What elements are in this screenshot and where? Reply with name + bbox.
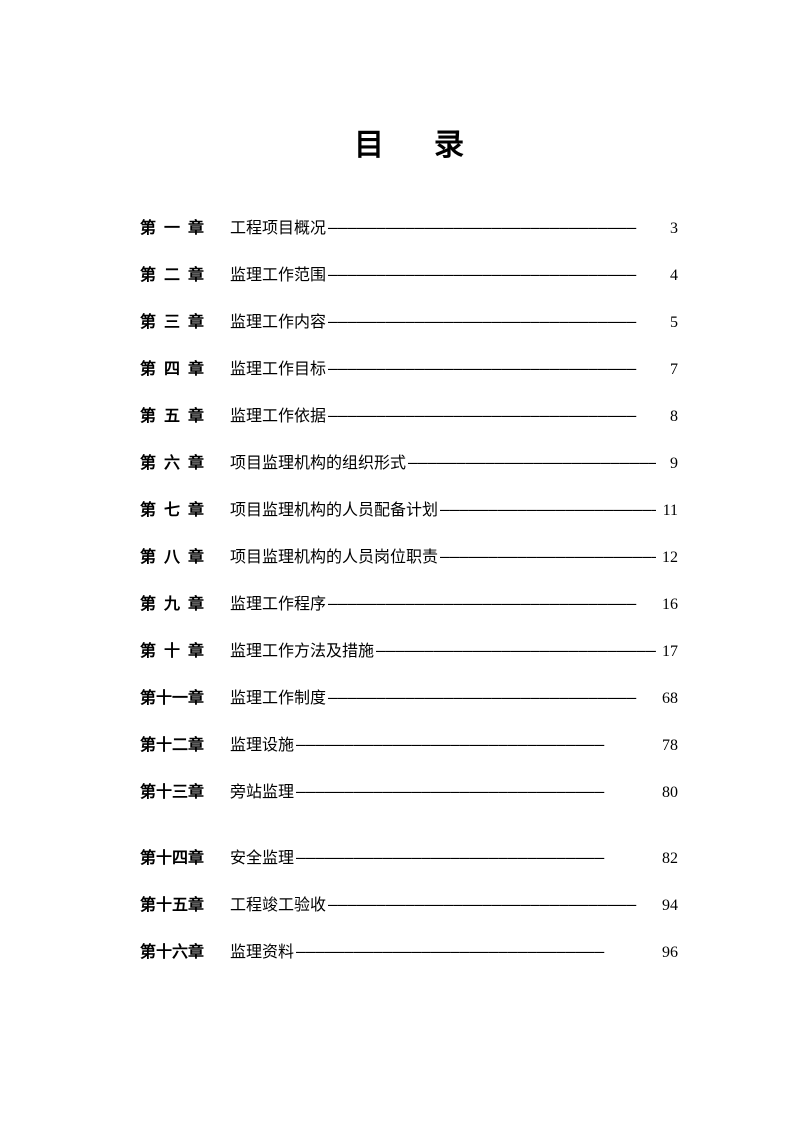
chapter-number: 第十一章 <box>140 684 230 708</box>
leader-line <box>296 848 656 867</box>
chapter-title: 监理工作方法及措施 <box>230 637 374 661</box>
chapter-title: 旁站监理 <box>230 778 294 802</box>
chapter-title: 监理工作程序 <box>230 590 326 614</box>
chapter-title: 项目监理机构的人员配备计划 <box>230 496 438 520</box>
page-number: 5 <box>658 314 678 332</box>
chapter-number: 第十二章 <box>140 731 230 755</box>
page-title: 目录 <box>140 120 678 164</box>
leader-line <box>328 895 656 914</box>
toc-entry: 第 一 章工程项目概况 3 <box>140 214 678 238</box>
toc-entry: 第十四章安全监理 82 <box>140 844 678 868</box>
leader-line <box>328 406 656 425</box>
page-number: 78 <box>658 737 678 755</box>
leader-line <box>328 688 656 707</box>
chapter-title: 监理工作制度 <box>230 684 326 708</box>
page-number: 68 <box>658 690 678 708</box>
chapter-number: 第 三 章 <box>140 308 230 332</box>
page-number: 96 <box>658 944 678 962</box>
chapter-number: 第十六章 <box>140 938 230 962</box>
chapter-number: 第 四 章 <box>140 355 230 379</box>
chapter-number: 第 七 章 <box>140 496 230 520</box>
leader-line <box>328 218 656 237</box>
toc-entry: 第十六章监理资料 96 <box>140 938 678 962</box>
toc-entry: 第十三章旁站监理 80 <box>140 778 678 802</box>
toc-entry: 第 十 章监理工作方法及措施 17 <box>140 637 678 661</box>
toc-entry: 第 八 章项目监理机构的人员岗位职责 12 <box>140 543 678 567</box>
chapter-title: 监理资料 <box>230 938 294 962</box>
toc-entry: 第 二 章监理工作范围 4 <box>140 261 678 285</box>
toc-list: 第 一 章工程项目概况 3 第 二 章监理工作范围 4 第 三 章监理工作内容 5 第 四 … <box>140 214 678 962</box>
page-number: 82 <box>658 850 678 868</box>
chapter-title: 安全监理 <box>230 844 294 868</box>
chapter-number: 第 九 章 <box>140 590 230 614</box>
leader-line <box>328 312 656 331</box>
chapter-number: 第十四章 <box>140 844 230 868</box>
chapter-number: 第 二 章 <box>140 261 230 285</box>
page-number: 80 <box>658 784 678 802</box>
page-number: 17 <box>658 643 678 661</box>
chapter-number: 第 五 章 <box>140 402 230 426</box>
leader-line <box>328 594 656 613</box>
leader-line <box>328 265 656 284</box>
page-number: 7 <box>658 361 678 379</box>
toc-entry: 第 四 章监理工作目标 7 <box>140 355 678 379</box>
page-number: 94 <box>658 897 678 915</box>
chapter-number: 第 六 章 <box>140 449 230 473</box>
chapter-title: 工程竣工验收 <box>230 891 326 915</box>
leader-line <box>296 782 656 801</box>
chapter-title: 项目监理机构的组织形式 <box>230 449 406 473</box>
page-number: 8 <box>658 408 678 426</box>
leader-line <box>296 735 656 754</box>
chapter-title: 监理工作范围 <box>230 261 326 285</box>
chapter-title: 监理工作依据 <box>230 402 326 426</box>
toc-entry: 第 五 章监理工作依据 8 <box>140 402 678 426</box>
page-number: 9 <box>658 455 678 473</box>
page-number: 12 <box>658 549 678 567</box>
page-number: 16 <box>658 596 678 614</box>
toc-entry: 第十一章监理工作制度 68 <box>140 684 678 708</box>
chapter-number: 第十五章 <box>140 891 230 915</box>
chapter-number: 第 一 章 <box>140 214 230 238</box>
leader-line <box>440 500 656 519</box>
toc-entry: 第十二章监理设施 78 <box>140 731 678 755</box>
chapter-title: 工程项目概况 <box>230 214 326 238</box>
toc-page: 目录 第 一 章工程项目概况3第 二 章监理工作范围4第 三 章监理工作内容5第… <box>0 0 793 962</box>
page-number: 3 <box>658 220 678 238</box>
leader-line <box>376 641 656 660</box>
chapter-title: 监理工作目标 <box>230 355 326 379</box>
toc-entry: 第 九 章监理工作程序 16 <box>140 590 678 614</box>
chapter-number: 第 八 章 <box>140 543 230 567</box>
page-number: 4 <box>658 267 678 285</box>
chapter-title: 监理工作内容 <box>230 308 326 332</box>
chapter-number: 第 十 章 <box>140 637 230 661</box>
page-number: 11 <box>658 502 678 520</box>
leader-line <box>408 453 656 472</box>
chapter-title: 项目监理机构的人员岗位职责 <box>230 543 438 567</box>
chapter-title: 监理设施 <box>230 731 294 755</box>
leader-line <box>296 942 656 961</box>
leader-line <box>328 359 656 378</box>
toc-entry: 第 六 章项目监理机构的组织形式 9 <box>140 449 678 473</box>
toc-entry: 第 三 章监理工作内容 5 <box>140 308 678 332</box>
toc-entry: 第十五章工程竣工验收 94 <box>140 891 678 915</box>
leader-line <box>440 547 656 566</box>
toc-entry: 第 七 章项目监理机构的人员配备计划 11 <box>140 496 678 520</box>
chapter-number: 第十三章 <box>140 778 230 802</box>
